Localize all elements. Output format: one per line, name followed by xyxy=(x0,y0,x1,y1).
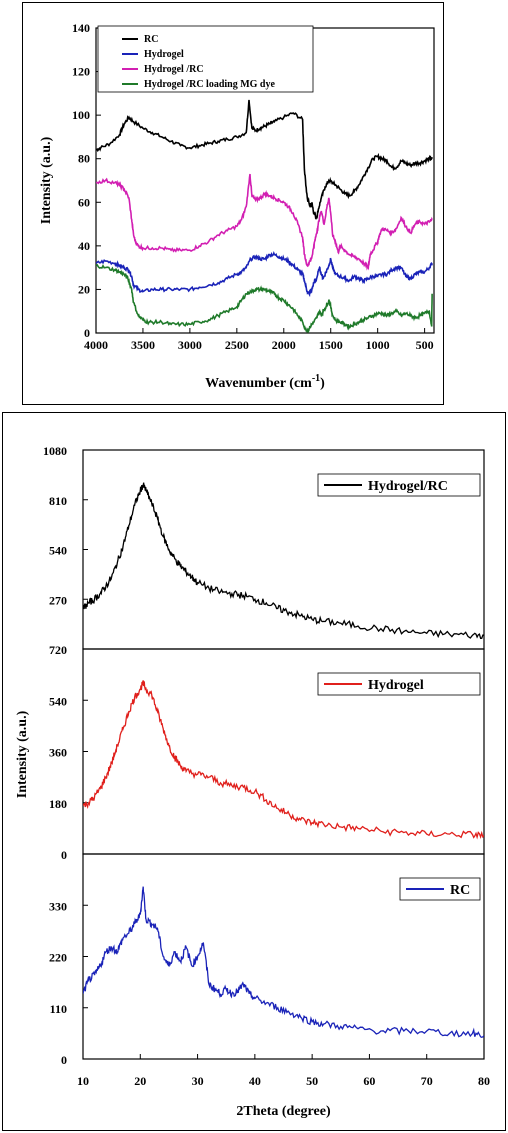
y-tick-label: 540 xyxy=(49,544,67,558)
x-tick-label: 40 xyxy=(249,1074,261,1088)
y-tick-label: 180 xyxy=(49,797,67,811)
x-tick-label: 4000 xyxy=(84,338,108,352)
y-tick-label: 0 xyxy=(61,848,67,862)
y-tick-label: 80 xyxy=(78,152,90,166)
x-tick-label: 3500 xyxy=(131,338,155,352)
y-axis-title: Intensity (a.u.) xyxy=(15,710,30,798)
y-tick-label: 810 xyxy=(49,494,67,508)
legend-label: RC xyxy=(450,883,470,898)
x-tick-label: 60 xyxy=(363,1074,375,1088)
y-tick-label: 40 xyxy=(78,239,90,253)
y-tick-label: 720 xyxy=(49,643,67,657)
x-axis-title: 2Theta (degree) xyxy=(236,1104,331,1119)
series-line-hydrogel xyxy=(83,680,484,840)
y-tick-label: 220 xyxy=(49,951,67,965)
x-tick-label: 30 xyxy=(192,1074,204,1088)
x-tick-label: 80 xyxy=(478,1074,490,1088)
x-tick-label: 3000 xyxy=(178,338,202,352)
x-tick-label: 10 xyxy=(77,1074,89,1088)
x-tick-label: 20 xyxy=(134,1074,146,1088)
series-line-rc xyxy=(96,99,433,220)
y-tick-label: 100 xyxy=(72,108,90,122)
legend-label: Hydrogel/RC xyxy=(368,479,448,494)
y-axis-title: Intensity (a.u.) xyxy=(39,136,54,224)
series-line-hydrogel xyxy=(96,251,433,298)
x-axis-title: Wavenumber (cm-1) xyxy=(205,373,325,391)
y-tick-label: 330 xyxy=(49,899,67,913)
legend-label: Hydrogel xyxy=(144,49,184,60)
legend-label: RC xyxy=(144,34,158,45)
x-tick-label: 2000 xyxy=(272,338,296,352)
y-tick-label: 360 xyxy=(49,746,67,760)
y-tick-label: 0 xyxy=(84,326,90,340)
x-tick-label: 500 xyxy=(416,338,434,352)
x-tick-label: 50 xyxy=(306,1074,318,1088)
series-line-hydrogel-rc xyxy=(83,482,484,639)
x-tick-label: 2500 xyxy=(225,338,249,352)
series-line-hydrogel-rc-loading-mg-dye xyxy=(96,263,433,333)
legend-label: Hydrogel /RC loading MG dye xyxy=(144,79,275,90)
y-tick-label: 110 xyxy=(50,1002,67,1016)
xrd-legend-hydrogel-rc xyxy=(317,473,481,497)
xrd-chart-frame xyxy=(2,412,506,1131)
legend-label: Hydrogel xyxy=(368,678,424,693)
y-tick-label: 60 xyxy=(78,195,90,209)
series-line-rc xyxy=(83,886,484,1039)
legend-label: Hydrogel /RC xyxy=(144,64,204,75)
x-tick-label: 70 xyxy=(421,1074,433,1088)
y-tick-label: 20 xyxy=(78,282,90,296)
series-line-hydrogel-rc xyxy=(96,173,433,271)
y-tick-label: 0 xyxy=(61,1053,67,1067)
y-tick-label: 140 xyxy=(72,21,90,35)
y-tick-label: 540 xyxy=(49,694,67,708)
y-tick-label: 270 xyxy=(49,593,67,607)
xrd-legend-hydrogel xyxy=(317,672,481,696)
y-tick-label: 1080 xyxy=(43,444,67,458)
y-tick-label: 120 xyxy=(72,65,90,79)
x-tick-label: 1000 xyxy=(366,338,390,352)
x-tick-label: 1500 xyxy=(319,338,343,352)
ftir-legend xyxy=(97,25,314,93)
